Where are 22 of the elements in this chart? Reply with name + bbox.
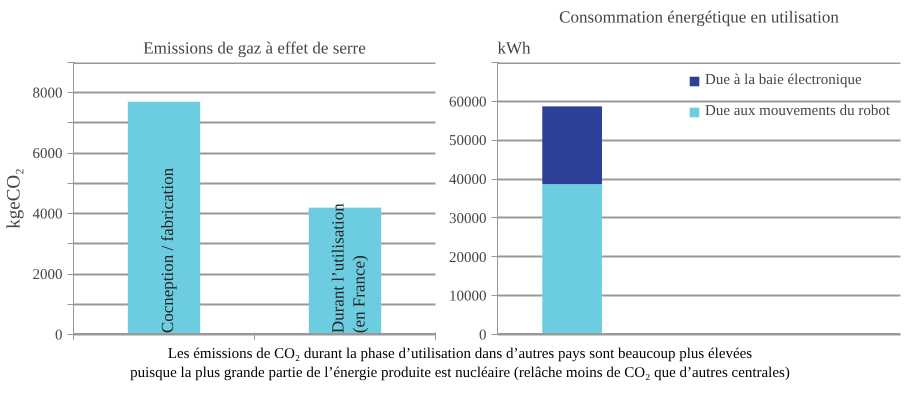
legend-label: Due aux mouvements du robot bbox=[705, 103, 890, 120]
y-tick-label: 60000 bbox=[449, 94, 486, 110]
y-tick-label: 6000 bbox=[32, 146, 62, 162]
y-tick-label: 4000 bbox=[32, 206, 62, 223]
y-tick-label: 2000 bbox=[32, 267, 62, 284]
text: Les émissions de CO₂ durant la phase d’utilisation dans d’autres pays sont beaucoup plus élevées bbox=[168, 346, 752, 362]
y-axis-title: kgeCO₂ bbox=[4, 168, 24, 229]
text: Consommation énergétique en utilisation bbox=[559, 8, 840, 26]
x-tick-label: Durant l’utilisation (en France) bbox=[328, 202, 369, 334]
y-tick-label: 10000 bbox=[449, 288, 486, 305]
y-tick-label: 40000 bbox=[449, 172, 486, 188]
y-axis-title: kWh bbox=[498, 38, 532, 58]
y-tick-label: 50000 bbox=[449, 133, 486, 150]
legend-label: Due à la baie électronique bbox=[705, 72, 862, 89]
x-tick-label: Cocneption / fabrication bbox=[158, 167, 178, 334]
text: puisque la plus grande partie de l’énergie produite est nucléaire (relâche moins de CO₂ que d’autres centrales) bbox=[130, 364, 790, 381]
y-tick-label: 20000 bbox=[449, 250, 486, 266]
y-tick-label: 0 bbox=[479, 328, 486, 344]
y-tick-label: 8000 bbox=[32, 86, 62, 102]
y-tick-label: 0 bbox=[55, 328, 62, 344]
y-tick-label: 30000 bbox=[449, 210, 486, 227]
chart-title: Emissions de gaz à effet de serre bbox=[143, 38, 366, 58]
